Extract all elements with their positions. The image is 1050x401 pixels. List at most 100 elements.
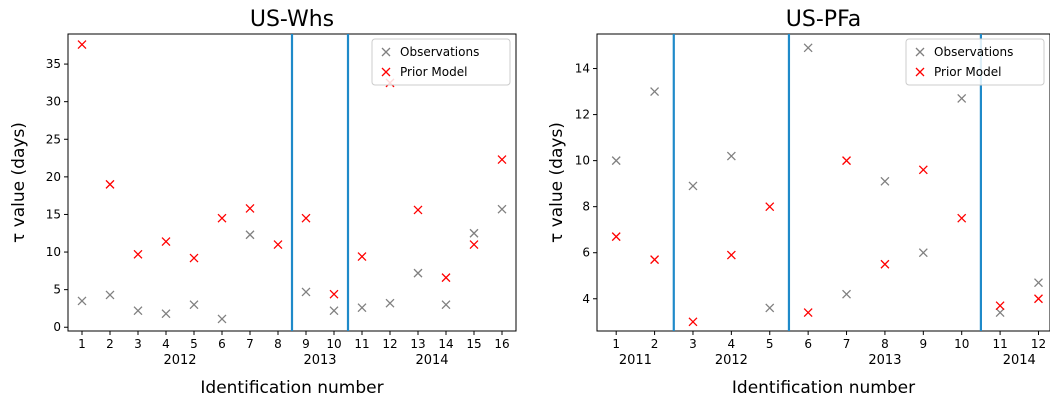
- y-tick-label: 10: [46, 245, 61, 259]
- data-point: [161, 237, 171, 246]
- x-tick-label: 16: [494, 337, 509, 351]
- data-point: [217, 314, 227, 324]
- legend-label: Prior Model: [400, 65, 467, 79]
- y-tick-label: 6: [582, 246, 590, 260]
- data-point: [329, 306, 339, 316]
- data-point: [842, 156, 851, 166]
- legend: Observations Prior Model: [905, 38, 1045, 86]
- legend: Observations Prior Model: [371, 38, 511, 86]
- x-tick-label: 2: [106, 337, 114, 351]
- x-axis-label: Identification number: [200, 378, 383, 398]
- data-point: [726, 151, 736, 161]
- data-point: [245, 230, 255, 240]
- x-tick-label: 9: [302, 337, 310, 351]
- x-tick-label: 5: [766, 337, 774, 351]
- x-tick-label: 3: [689, 337, 697, 351]
- legend-marker: [381, 67, 391, 77]
- data-point: [469, 228, 479, 238]
- y-tick-label: 25: [46, 132, 61, 146]
- data-point: [105, 290, 115, 300]
- legend-label: Observations: [400, 45, 479, 59]
- data-point: [650, 255, 660, 265]
- y-tick-label: 14: [575, 62, 590, 76]
- data-point: [803, 308, 813, 318]
- data-point: [189, 300, 199, 310]
- x-axis-label: Identification number: [732, 378, 915, 398]
- data-point: [957, 94, 967, 103]
- data-point: [995, 301, 1005, 311]
- year-label: 2012: [163, 353, 196, 368]
- x-tick-label: 13: [410, 337, 425, 351]
- data-point: [217, 213, 227, 223]
- data-point: [357, 303, 367, 313]
- year-label: 2013: [868, 353, 901, 368]
- y-axis-label: τ value (days): [9, 122, 29, 243]
- data-point: [880, 176, 890, 186]
- data-point: [842, 289, 851, 299]
- data-point: [161, 309, 171, 319]
- year-label: 2014: [1003, 353, 1036, 368]
- legend-marker: [381, 47, 391, 57]
- x-tick-label: 7: [246, 337, 254, 351]
- series-observations: [611, 43, 1043, 318]
- data-point: [1034, 278, 1043, 288]
- data-point: [918, 248, 928, 258]
- legend-label: Prior Model: [934, 65, 1001, 79]
- x-tick-label: 6: [804, 337, 812, 351]
- plot-frame: [596, 33, 1050, 332]
- legend-box: [905, 38, 1045, 86]
- data-point: [413, 205, 423, 215]
- data-point: [105, 179, 115, 189]
- data-point: [497, 204, 507, 214]
- x-tick-label: 5: [190, 337, 198, 351]
- x-tick-label: 11: [354, 337, 369, 351]
- y-tick-label: 10: [575, 154, 590, 168]
- data-point: [497, 155, 507, 165]
- data-point: [995, 308, 1005, 318]
- legend-marker: [915, 47, 925, 57]
- data-point: [611, 156, 621, 166]
- series-prior-model: [77, 40, 507, 299]
- year-label: 2011: [619, 353, 652, 368]
- data-point: [611, 232, 621, 242]
- x-tick-label: 8: [274, 337, 282, 351]
- data-point: [413, 268, 423, 278]
- series-observations: [77, 204, 507, 324]
- series-prior-model: [611, 156, 1043, 327]
- data-point: [880, 259, 890, 269]
- data-point: [688, 317, 698, 327]
- y-tick-label: 35: [46, 57, 61, 71]
- year-label: 2014: [415, 353, 448, 368]
- y-tick-label: 4: [582, 292, 590, 306]
- data-point: [441, 300, 451, 310]
- y-tick-label: 20: [46, 170, 61, 184]
- y-tick-label: 0: [53, 320, 61, 334]
- x-tick-label: 1: [612, 337, 620, 351]
- data-point: [441, 273, 451, 283]
- x-tick-label: 4: [162, 337, 170, 351]
- x-tick-label: 1: [78, 337, 86, 351]
- x-tick-label: 10: [954, 337, 969, 351]
- x-tick-label: 2: [651, 337, 659, 351]
- y-tick-label: 30: [46, 95, 61, 109]
- data-point: [301, 287, 311, 297]
- data-point: [650, 87, 660, 97]
- data-point: [245, 203, 255, 213]
- x-tick-label: 14: [438, 337, 453, 351]
- x-tick-label: 9: [919, 337, 927, 351]
- data-point: [77, 296, 87, 306]
- y-tick-label: 8: [582, 200, 590, 214]
- legend-label: Observations: [934, 45, 1013, 59]
- data-point: [385, 298, 395, 308]
- data-point: [189, 253, 199, 263]
- x-tick-label: 12: [1031, 337, 1046, 351]
- year-label: 2012: [715, 353, 748, 368]
- y-tick-label: 15: [46, 207, 61, 221]
- x-tick-label: 10: [326, 337, 341, 351]
- x-tick-label: 8: [881, 337, 889, 351]
- x-tick-label: 4: [728, 337, 736, 351]
- x-tick-label: 6: [218, 337, 226, 351]
- x-tick-label: 12: [382, 337, 397, 351]
- data-point: [469, 240, 479, 249]
